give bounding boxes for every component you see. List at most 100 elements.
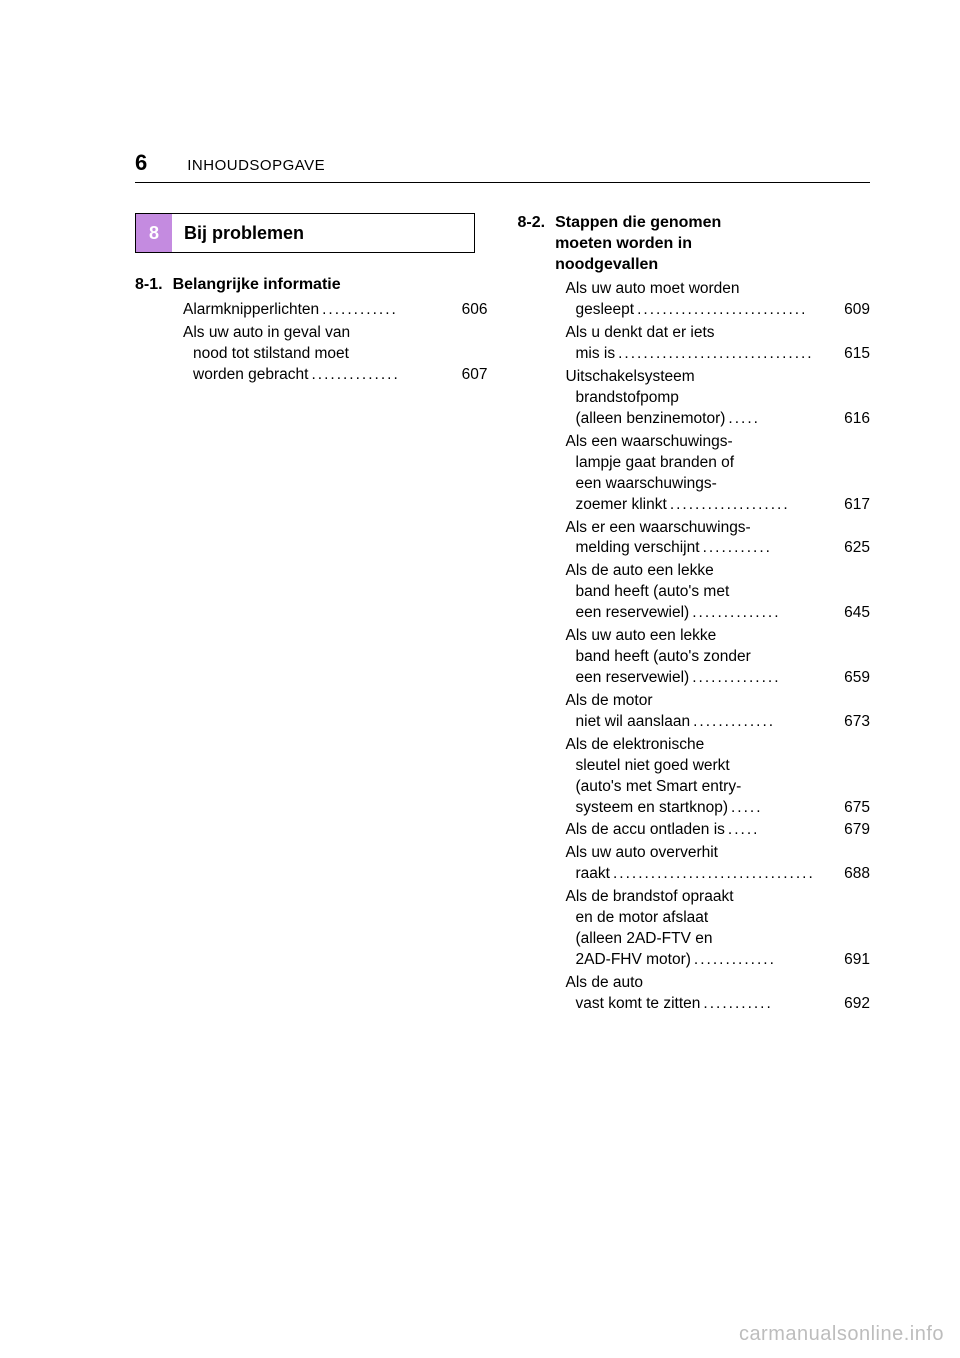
toc-text: een reservewiel) [576,603,690,624]
section-head-8-2: 8-2. Stappen die genomen moeten worden i… [518,213,871,275]
chapter-number: 8 [136,214,172,252]
section-title: Stappen die genomen moeten worden in noo… [555,213,870,275]
toc-page: 659 [844,668,870,689]
toc-leaders: ..... [728,409,841,430]
toc-text: zoemer klinkt [576,495,667,516]
toc-leaders: ........................... [637,300,841,321]
toc-leaders: .............. [692,668,841,689]
toc-text: en de motor afslaat [566,908,871,929]
page-number: 6 [135,150,147,176]
toc-text: Alarmknipperlichten [183,300,319,321]
toc-text: Als de elektronische [566,735,871,756]
header-rule [135,182,870,183]
toc-leaders: ........... [703,538,842,559]
toc-leaders: ................... [670,495,841,516]
toc-line: zoemer klinkt ................... 617 [566,495,871,516]
toc-line: Als de accu ontladen is ..... 679 [566,820,871,841]
toc-leaders: ..... [731,798,841,819]
toc-page: 692 [844,994,870,1015]
header-title: INHOUDSOPGAVE [187,157,325,174]
toc-line: worden gebracht .............. 607 [183,365,488,386]
toc-text: Als er een waarschuwings- [566,518,871,539]
toc-text: Als u denkt dat er iets [566,323,871,344]
toc-page: 673 [844,712,870,733]
toc-page: 616 [844,409,870,430]
toc-leaders: ..... [728,820,841,841]
section-title: Belangrijke informatie [173,275,488,296]
toc-line: een reservewiel) .............. 659 [566,668,871,689]
toc-text: Als uw auto in geval van [183,323,488,344]
toc-text: Als uw auto moet worden [566,279,871,300]
toc-text: systeem en startknop) [576,798,728,819]
toc-leaders: .............. [692,603,841,624]
toc-item: Als uw auto moet worden gesleept .......… [566,279,871,321]
toc-line: Alarmknipperlichten ............ 606 [183,300,488,321]
header-row: 6 INHOUDSOPGAVE [135,150,870,176]
toc-item: Als de elektronische sleutel niet goed w… [566,735,871,819]
toc-item: Als de auto een lekke band heeft (auto's… [566,561,871,624]
section-number: 8-2. [518,213,546,275]
toc-text: band heeft (auto's zonder [566,647,871,668]
section-head-8-1: 8-1. Belangrijke informatie [135,275,488,296]
toc-item: Als uw auto oververhit raakt ...........… [566,843,871,885]
toc-page: 617 [844,495,870,516]
page: 6 INHOUDSOPGAVE 8 Bij problemen 8-1. Bel… [0,0,960,1358]
toc-text: melding verschijnt [576,538,700,559]
toc-item: Uitschakelsysteem brandstofpomp (alleen … [566,367,871,430]
toc-text: Als uw auto een lekke [566,626,871,647]
toc-text: worden gebracht [193,365,308,386]
toc-text: (alleen 2AD-FTV en [566,929,871,950]
toc-text: raakt [576,864,610,885]
toc-line: (alleen benzinemotor) ..... 616 [566,409,871,430]
toc-text: Als uw auto oververhit [566,843,871,864]
toc-text: niet wil aanslaan [576,712,691,733]
toc-text: Als de brandstof opraakt [566,887,871,908]
toc-item: Als uw auto een lekke band heeft (auto's… [566,626,871,689]
toc-leaders: ........... [703,994,841,1015]
toc-line: mis is ............................... 6… [566,344,871,365]
toc-list-8-1: Alarmknipperlichten ............ 606 Als… [135,300,488,386]
toc-text: nood tot stilstand moet [183,344,488,365]
toc-list-8-2: Als uw auto moet worden gesleept .......… [518,279,871,1014]
toc-line: vast komt te zitten ........... 692 [566,994,871,1015]
toc-page: 679 [844,820,870,841]
toc-line: een reservewiel) .............. 645 [566,603,871,624]
toc-text: (alleen benzinemotor) [576,409,726,430]
toc-text: vast komt te zitten [576,994,701,1015]
toc-item: Als de auto vast komt te zitten ........… [566,973,871,1015]
toc-text: lampje gaat branden of [566,453,871,474]
toc-text: Als een waarschuwings- [566,432,871,453]
toc-page: 645 [844,603,870,624]
chapter-title: Bij problemen [172,214,474,252]
section-title-line: moeten worden in [555,234,870,255]
toc-text: Als de auto [566,973,871,994]
toc-text: 2AD-FHV motor) [576,950,691,971]
toc-line: melding verschijnt ........... 625 [566,538,871,559]
toc-page: 625 [844,538,870,559]
toc-page: 675 [844,798,870,819]
chapter-tab: 8 Bij problemen [135,213,475,253]
columns: 8 Bij problemen 8-1. Belangrijke informa… [135,213,870,1017]
toc-text: (auto's met Smart entry- [566,777,871,798]
toc-text: band heeft (auto's met [566,582,871,603]
toc-line: gesleept ........................... 609 [566,300,871,321]
toc-leaders: ............. [693,712,841,733]
toc-text: Als de accu ontladen is [566,820,725,841]
toc-item: Als er een waarschuwings- melding versch… [566,518,871,560]
toc-line: 2AD-FHV motor) ............. 691 [566,950,871,971]
toc-item: Als de brandstof opraakt en de motor afs… [566,887,871,971]
toc-page: 691 [844,950,870,971]
toc-leaders: ............. [694,950,841,971]
toc-page: 615 [844,344,870,365]
toc-text: een reservewiel) [576,668,690,689]
toc-item: Als uw auto in geval van nood tot stilst… [183,323,488,386]
section-title-line: noodgevallen [555,255,870,276]
toc-item: Als de motor niet wil aanslaan .........… [566,691,871,733]
toc-text: gesleept [576,300,635,321]
section-number: 8-1. [135,275,163,296]
toc-page: 606 [462,300,488,321]
toc-text: een waarschuwings- [566,474,871,495]
toc-text: Uitschakelsysteem [566,367,871,388]
toc-leaders: .............. [311,365,458,386]
section-title-line: Stappen die genomen [555,213,870,234]
